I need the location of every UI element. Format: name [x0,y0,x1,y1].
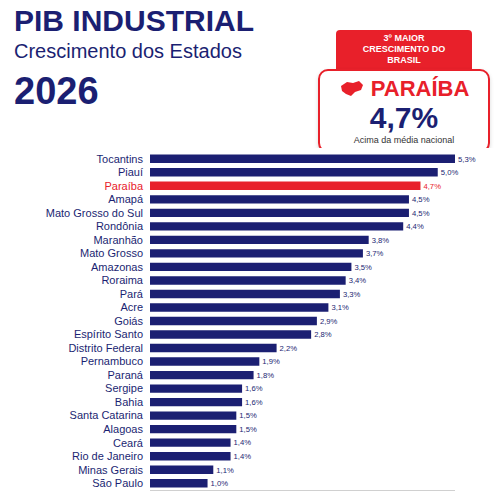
svg-text:Paraíba: Paraíba [104,180,143,192]
svg-text:Acre: Acre [120,301,143,313]
svg-text:Goiás: Goiás [114,315,143,327]
svg-text:1,4%: 1,4% [234,438,252,447]
svg-text:5,0%: 5,0% [441,168,459,177]
svg-text:Alagoas: Alagoas [103,423,143,435]
svg-text:Amapá: Amapá [108,193,144,205]
svg-text:Bahia: Bahia [115,396,144,408]
html-text:2026: 2026 [14,70,99,112]
svg-text:3,4%: 3,4% [349,276,367,285]
svg-text:2,2%: 2,2% [280,344,298,353]
html-text:Crescimento dos Estados: Crescimento dos Estados [14,40,242,62]
svg-text:3,5%: 3,5% [354,263,372,272]
svg-text:Distrito Federal: Distrito Federal [68,342,143,354]
svg-text:5,3%: 5,3% [458,155,476,164]
svg-text:Amazonas: Amazonas [91,261,143,273]
svg-text:3,8%: 3,8% [372,236,390,245]
svg-text:Pará: Pará [120,288,144,300]
svg-text:1,4%: 1,4% [234,452,252,461]
svg-text:Pernambuco: Pernambuco [81,355,143,367]
svg-text:1,0%: 1,0% [211,479,229,488]
html-text:PARAÍBA: PARAÍBA [370,76,470,101]
svg-text:1,5%: 1,5% [239,425,257,434]
svg-text:Rondônia: Rondônia [96,220,144,232]
svg-text:São Paulo: São Paulo [92,477,143,489]
svg-text:Ceará: Ceará [113,437,144,449]
svg-text:1,5%: 1,5% [239,411,257,420]
svg-text:4,7%: 4,7% [423,182,441,191]
svg-text:1,8%: 1,8% [257,371,275,380]
svg-text:2,8%: 2,8% [314,330,332,339]
svg-text:Sergipe: Sergipe [105,382,143,394]
svg-text:Maranhão: Maranhão [93,234,143,246]
svg-text:Tocantins: Tocantins [97,153,144,165]
svg-text:4,5%: 4,5% [412,195,430,204]
svg-text:2,9%: 2,9% [320,317,338,326]
svg-text:3,3%: 3,3% [343,290,361,299]
svg-text:Mato Grosso: Mato Grosso [80,247,143,259]
svg-text:Paraná: Paraná [108,369,144,381]
svg-text:Rio de Janeiro: Rio de Janeiro [72,450,143,462]
svg-text:1,6%: 1,6% [245,384,263,393]
svg-text:Espírito Santo: Espírito Santo [74,328,143,340]
svg-text:1,9%: 1,9% [262,357,280,366]
html-text:4,7%: 4,7% [369,101,439,134]
svg-text:3,7%: 3,7% [366,249,384,258]
svg-text:Minas Gerais: Minas Gerais [78,464,143,476]
html-text:Acima da média nacional: Acima da média nacional [353,135,455,145]
html-text:3º MAIOR CRESCIMENTO DO BRASIL: 3º MAIOR CRESCIMENTO DO BRASIL [362,33,446,65]
svg-text:Mato Grosso do Sul: Mato Grosso do Sul [46,207,143,219]
svg-text:3,1%: 3,1% [331,303,349,312]
svg-text:4,4%: 4,4% [406,222,424,231]
svg-text:1,6%: 1,6% [245,398,263,407]
svg-text:4,5%: 4,5% [412,209,430,218]
svg-text:1,1%: 1,1% [216,466,234,475]
svg-text:Roraima: Roraima [101,274,143,286]
svg-text:Piauí: Piauí [118,166,143,178]
svg-text:Santa Catarina: Santa Catarina [70,409,144,421]
html-text:PIB INDUSTRIAL: PIB INDUSTRIAL [14,4,254,37]
